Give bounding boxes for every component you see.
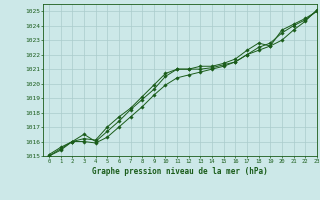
X-axis label: Graphe pression niveau de la mer (hPa): Graphe pression niveau de la mer (hPa) (92, 167, 268, 176)
